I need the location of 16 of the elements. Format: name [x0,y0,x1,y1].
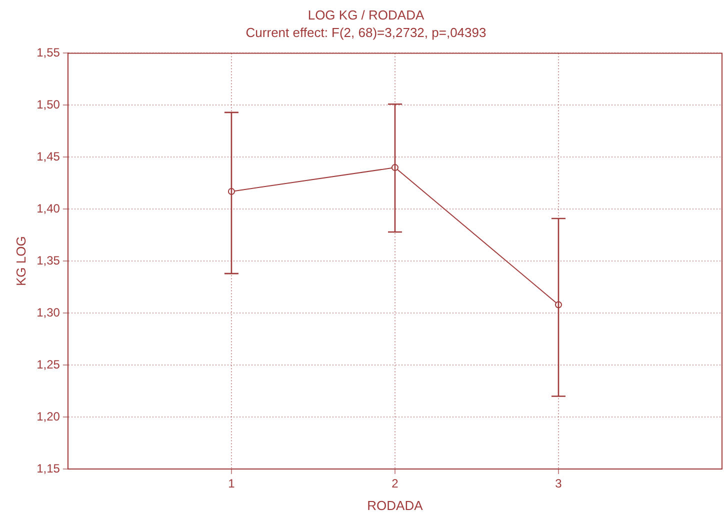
x-tick-label: 3 [555,476,562,491]
y-tick-label: 1,50 [36,97,60,112]
y-tick-label: 1,25 [36,357,60,372]
y-tick-label: 1,40 [36,201,60,216]
y-tick-label: 1,55 [36,46,60,60]
y-axis-title: KG LOG [13,236,28,286]
chart-title: LOG KG / RODADA [308,7,424,22]
y-tick-label: 1,45 [36,149,60,164]
chart-subtitle: Current effect: F(2, 68)=3,2732, p=,04393 [246,24,486,40]
x-tick-label: 1 [228,476,236,491]
x-tick-label: 2 [392,476,399,491]
y-tick-label: 1,20 [36,409,60,424]
y-tick-label: 1,35 [36,253,60,268]
y-tick-label: 1,15 [36,461,60,476]
x-axis-title: RODADA [367,498,424,513]
y-tick-label: 1,30 [36,305,60,320]
